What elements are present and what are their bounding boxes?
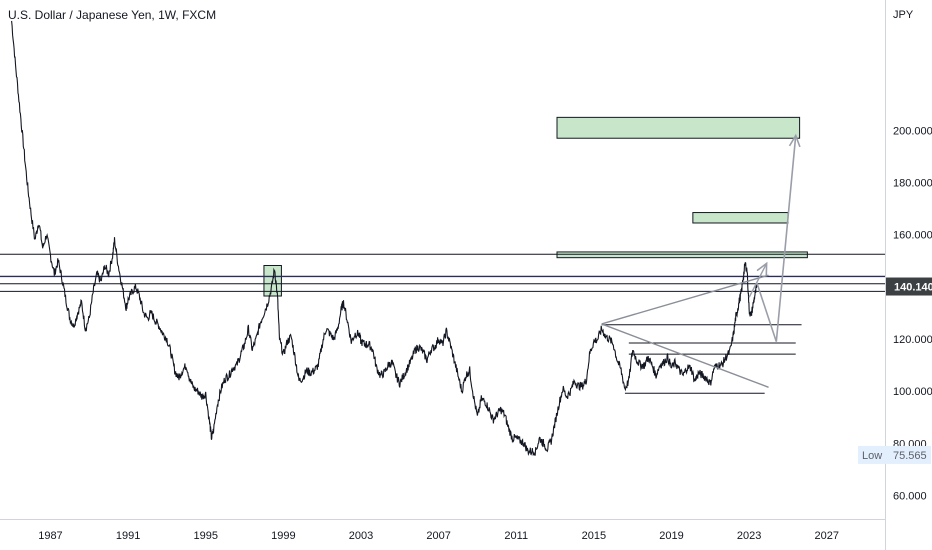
price-series-1 <box>11 20 758 457</box>
projection-arrowhead <box>788 133 801 148</box>
x-tick-label-2019: 2019 <box>659 530 683 542</box>
chart-title: U.S. Dollar / Japanese Yen, 1W, FXCM <box>8 8 217 22</box>
target-zone-1 <box>556 116 801 139</box>
zones-layer <box>263 116 808 297</box>
series-layer <box>11 20 758 457</box>
price-axis-unit: JPY <box>893 9 914 21</box>
x-tick-label-1991: 1991 <box>116 530 140 542</box>
last-price-value: 140.140 <box>894 282 932 294</box>
levels-layer <box>0 253 885 292</box>
small-projection-arrowhead <box>756 261 768 276</box>
low-tag <box>858 445 931 464</box>
drawings-layer <box>601 133 802 394</box>
y-tick-label-200.000: 200.000 <box>893 125 932 137</box>
low-value: 75.565 <box>893 450 927 462</box>
last-price-tag <box>886 277 932 296</box>
y-tick-label-180.000: 180.000 <box>893 178 932 190</box>
x-tick-label-1987: 1987 <box>38 530 62 542</box>
x-tick-label-1995: 1995 <box>193 530 217 542</box>
target-zone-3 <box>556 251 808 259</box>
x-tick-label-2007: 2007 <box>426 530 450 542</box>
x-tick-label-2011: 2011 <box>504 530 528 542</box>
y-tick-label-160.000: 160.000 <box>893 230 932 242</box>
projection-path <box>756 135 797 342</box>
small-projection-line <box>748 263 768 298</box>
x-tick-label-1999: 1999 <box>271 530 295 542</box>
x-tick-label-2023: 2023 <box>737 530 761 542</box>
x-tick-label-2015: 2015 <box>582 530 606 542</box>
trend-line-2 <box>601 323 769 388</box>
low-label: Low <box>862 450 882 462</box>
y-tick-label-100.000: 100.000 <box>893 386 932 398</box>
y-tick-label-60.000: 60.000 <box>893 491 927 503</box>
y-tick-label-120.000: 120.000 <box>893 334 932 346</box>
x-tick-label-2003: 2003 <box>349 530 373 542</box>
target-zone-2 <box>692 212 789 224</box>
trend-line-1 <box>601 274 769 325</box>
x-tick-label-2027: 2027 <box>815 530 839 542</box>
